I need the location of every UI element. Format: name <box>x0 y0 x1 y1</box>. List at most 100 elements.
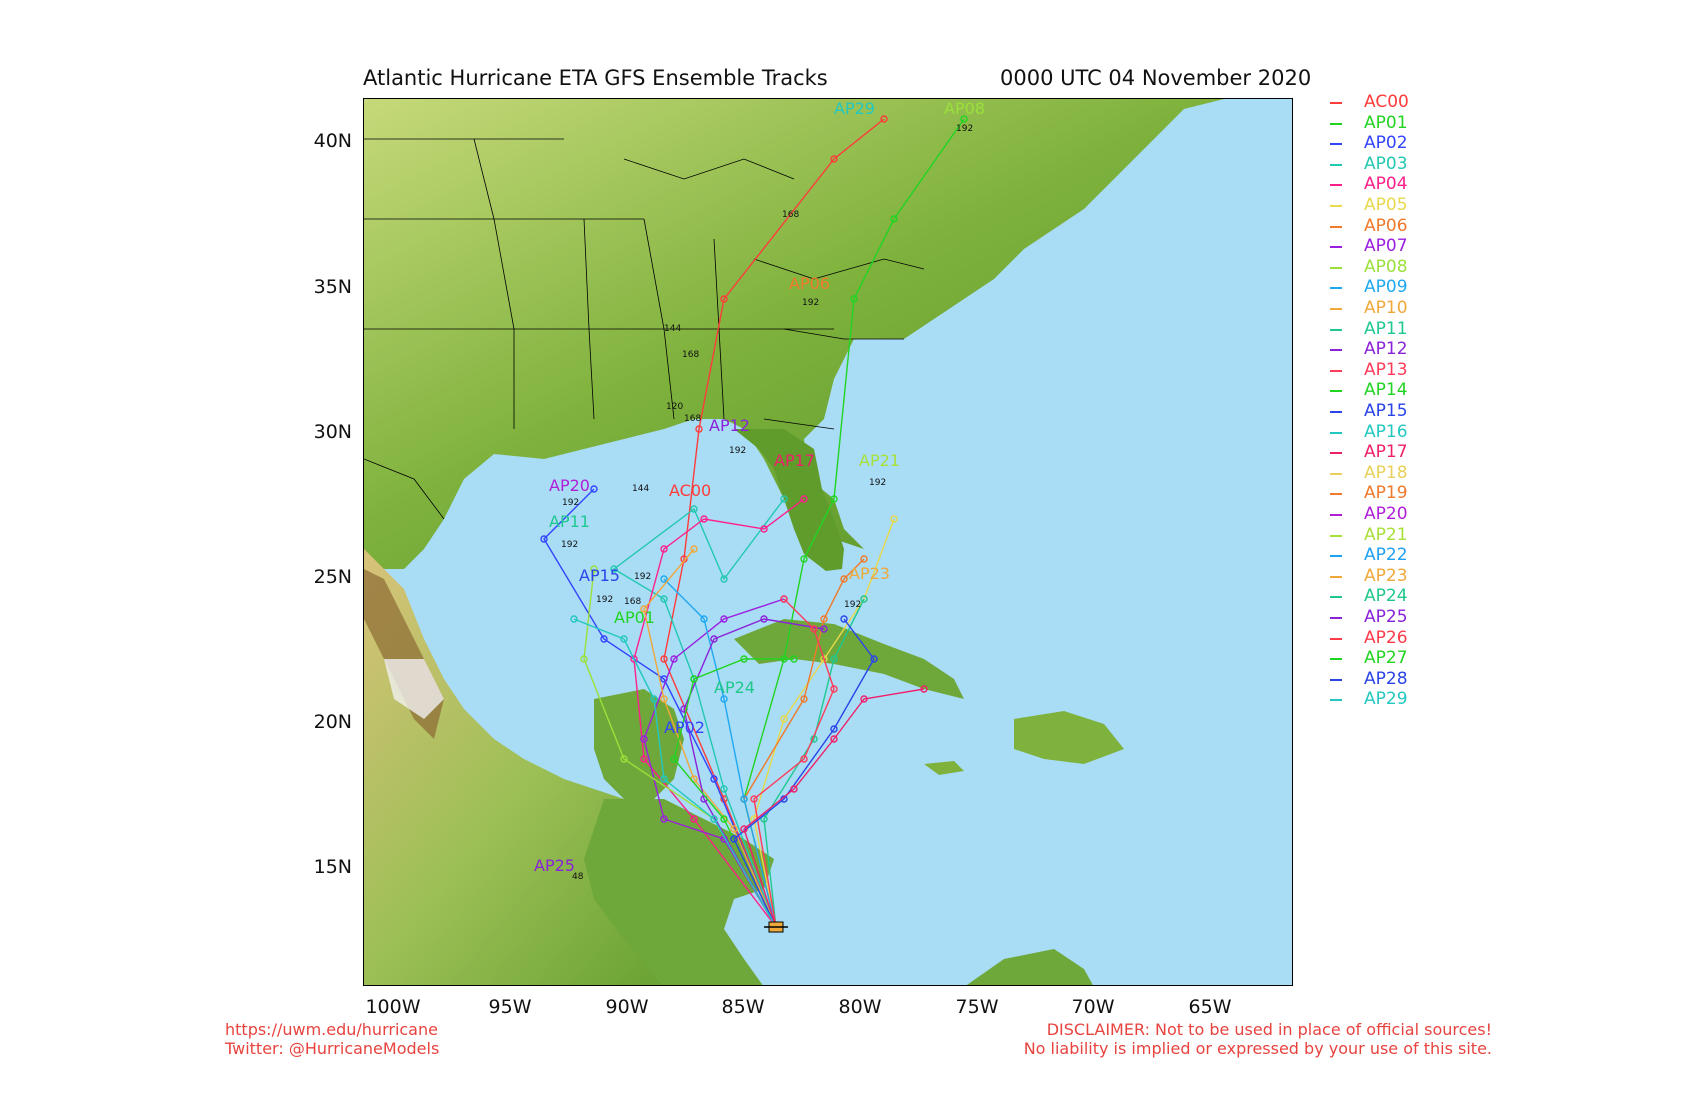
track-point <box>640 755 648 763</box>
ensemble-track <box>743 688 925 928</box>
legend-item-ap15: AP15 <box>1330 401 1450 422</box>
mexico-snowcap <box>384 659 444 719</box>
legend-item-ac00: AC00 <box>1330 92 1450 113</box>
hour-labels: 1921681921441681201681921921441921921921… <box>561 124 973 882</box>
disclaimer-line-2: No liability is implied or expressed by … <box>1023 1039 1492 1058</box>
track-point <box>800 495 808 503</box>
forecast-hour-label: 192 <box>844 600 861 610</box>
track-point <box>660 695 668 703</box>
legend-swatch <box>1330 390 1342 393</box>
track-point <box>720 295 728 303</box>
track-point <box>670 655 678 663</box>
footer-twitter-link[interactable]: Twitter: @HurricaneModels <box>225 1039 440 1058</box>
track-point <box>830 725 838 733</box>
track-point <box>690 675 698 683</box>
track-point <box>860 695 868 703</box>
legend-label: AP23 <box>1364 565 1408 586</box>
track-label-ap02: AP02 <box>664 718 705 737</box>
legend-item-ap28: AP28 <box>1330 669 1450 690</box>
track-point <box>720 695 728 703</box>
legend-label: AP24 <box>1364 586 1408 607</box>
track-point <box>700 515 708 523</box>
ensemble-track <box>673 658 794 928</box>
track-point <box>600 635 608 643</box>
track-label-ap06: AP06 <box>789 274 830 293</box>
legend-item-ap29: AP29 <box>1330 689 1450 710</box>
track-label-ap21: AP21 <box>859 451 900 470</box>
track-point <box>830 655 838 663</box>
forecast-hour-label: 192 <box>634 572 651 582</box>
legend-swatch <box>1330 205 1342 207</box>
track-point <box>880 115 888 123</box>
legend-swatch <box>1330 122 1342 125</box>
track-point <box>890 215 898 223</box>
legend-label: AP27 <box>1364 648 1408 669</box>
lon-label-70: 70W <box>1071 996 1115 1018</box>
track-point <box>870 655 878 663</box>
legend-item-ap09: AP09 <box>1330 277 1450 298</box>
track-point <box>860 555 868 563</box>
storm-origin-marker <box>764 921 788 933</box>
footer-url-link[interactable]: https://uwm.edu/hurricane <box>225 1020 438 1039</box>
track-label-ap17: AP17 <box>774 451 815 470</box>
map-panel: AP29 AP08 AP06 AP12 AP17 AP21 AP20 AC00 AP11 AP15… <box>363 98 1293 986</box>
legend-swatch <box>1330 637 1342 640</box>
legend-swatch <box>1330 514 1342 516</box>
legend-label: AP13 <box>1364 359 1408 380</box>
track-point <box>820 615 828 623</box>
lon-label-65: 65W <box>1188 996 1232 1018</box>
track-point <box>650 695 658 703</box>
forecast-hour-label: 168 <box>624 597 641 607</box>
track-point <box>660 595 668 603</box>
track-point <box>830 685 838 693</box>
mexico <box>364 549 724 985</box>
track-point <box>820 625 828 633</box>
legend-swatch <box>1330 349 1342 352</box>
legend-label: AP16 <box>1364 421 1408 442</box>
track-point <box>720 815 728 823</box>
track-point <box>660 655 668 663</box>
forecast-hour-label: 144 <box>664 324 681 334</box>
track-label-ap12: AP12 <box>709 416 750 435</box>
lon-label-75: 75W <box>955 996 999 1018</box>
chart-title: Atlantic Hurricane ETA GFS Ensemble Trac… <box>363 66 828 90</box>
forecast-hour-label: 192 <box>869 478 886 488</box>
legend-item-ap01: AP01 <box>1330 113 1450 134</box>
track-point <box>790 785 798 793</box>
legend-label: AP21 <box>1364 524 1408 545</box>
track-point <box>660 775 668 783</box>
legend-swatch <box>1330 184 1342 187</box>
legend-label: AP05 <box>1364 195 1408 215</box>
legend-swatch <box>1330 472 1342 475</box>
track-point <box>720 575 728 583</box>
track-label-ap23: AP23 <box>849 564 890 583</box>
yucatan <box>594 689 684 799</box>
legend-swatch <box>1330 575 1342 578</box>
track-point <box>890 515 898 523</box>
ensemble-track <box>753 518 895 928</box>
legend-label: AP10 <box>1364 298 1408 318</box>
legend-label: AP02 <box>1364 133 1408 154</box>
track-point <box>780 595 788 603</box>
track-point <box>660 815 668 823</box>
legend-item-ap02: AP02 <box>1330 133 1450 154</box>
track-label-ac00: AC00 <box>669 481 711 500</box>
track-point <box>690 545 698 553</box>
legend-item-ap10: AP10 <box>1330 298 1450 319</box>
track-point <box>760 615 768 623</box>
forecast-hour-label: 192 <box>956 124 973 134</box>
legend-item-ap22: AP22 <box>1330 545 1450 566</box>
track-label-ap08: AP08 <box>944 99 985 118</box>
legend-item-ap14: AP14 <box>1330 380 1450 401</box>
legend-label: AC00 <box>1364 92 1409 112</box>
legend-swatch <box>1330 246 1342 249</box>
ensemble-track <box>643 598 785 928</box>
track-point <box>850 295 858 303</box>
ensemble-track <box>733 618 875 928</box>
ensemble-tracks <box>540 115 968 928</box>
legend-swatch <box>1330 431 1342 434</box>
track-labels: AP29 AP08 AP06 AP12 AP17 AP21 AP20 AC00 AP11 AP15… <box>534 99 985 875</box>
legend-item-ap11: AP11 <box>1330 319 1450 340</box>
track-label-ap01: AP01 <box>614 608 655 627</box>
ensemble-track <box>763 598 865 928</box>
